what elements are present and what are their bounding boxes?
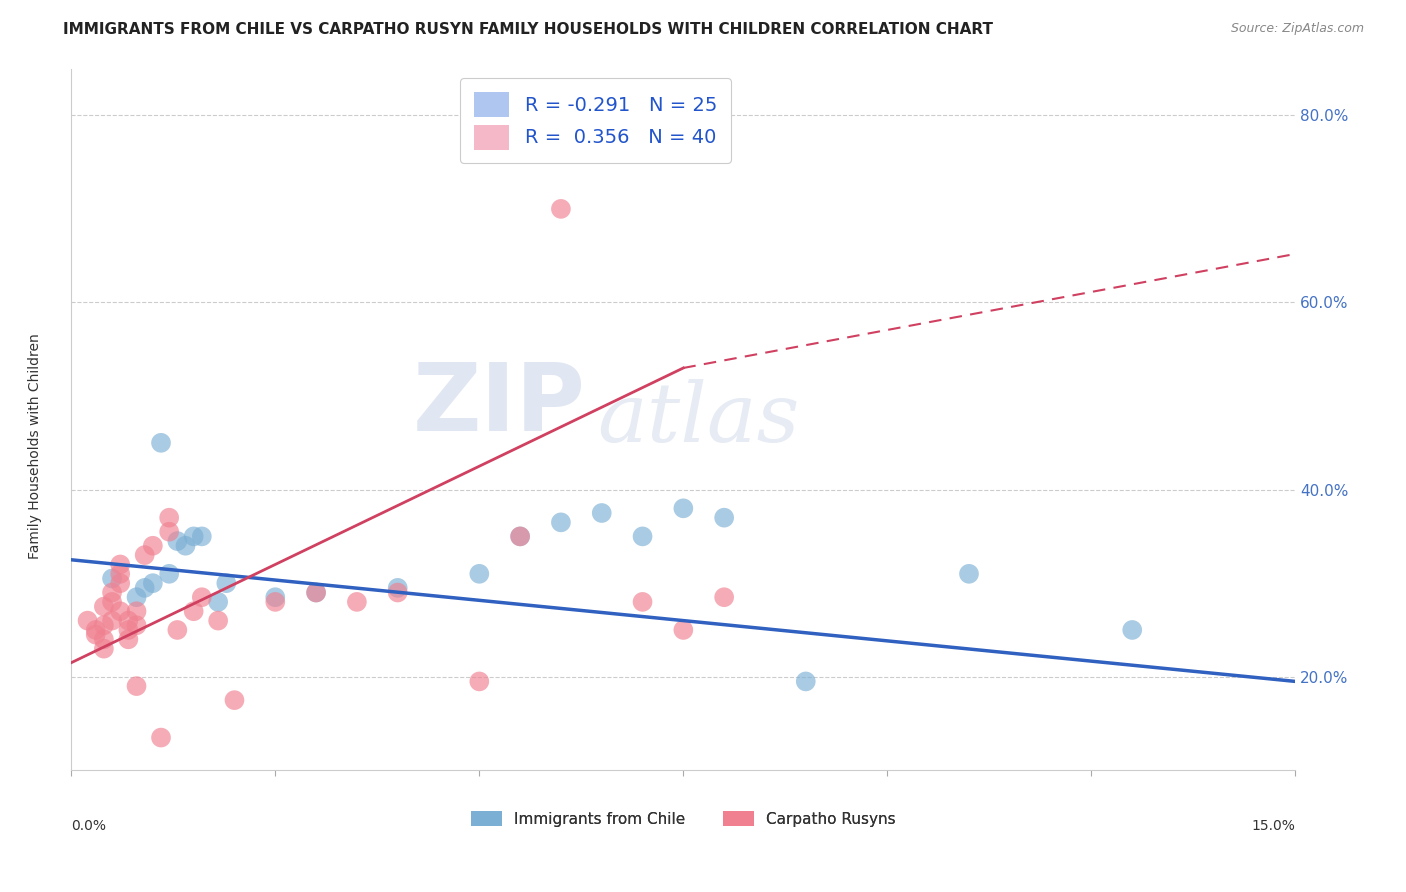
Point — [550, 202, 572, 216]
Point — [468, 674, 491, 689]
Point — [134, 581, 156, 595]
Point — [157, 524, 180, 539]
Point — [108, 558, 131, 572]
Point — [387, 585, 409, 599]
Text: ZIP: ZIP — [412, 359, 585, 451]
Point — [142, 539, 165, 553]
Point — [157, 566, 180, 581]
Point — [305, 585, 328, 599]
Point — [117, 632, 139, 647]
Point — [591, 506, 613, 520]
Point — [215, 576, 238, 591]
Point — [157, 510, 180, 524]
Point — [142, 576, 165, 591]
Point — [672, 501, 695, 516]
Point — [509, 529, 531, 543]
Point — [93, 618, 115, 632]
Point — [125, 591, 148, 605]
Point — [264, 595, 287, 609]
Point — [1121, 623, 1143, 637]
Point — [305, 585, 328, 599]
Point — [631, 529, 654, 543]
Point — [509, 529, 531, 543]
Point — [631, 595, 654, 609]
Text: Family Households with Children: Family Households with Children — [28, 333, 42, 559]
Text: IMMIGRANTS FROM CHILE VS CARPATHO RUSYN FAMILY HOUSEHOLDS WITH CHILDREN CORRELAT: IMMIGRANTS FROM CHILE VS CARPATHO RUSYN … — [63, 22, 993, 37]
Point — [183, 604, 205, 618]
Text: 0.0%: 0.0% — [72, 820, 107, 833]
Point — [207, 614, 229, 628]
Point — [134, 548, 156, 562]
Point — [174, 539, 197, 553]
Point — [713, 591, 735, 605]
Point — [794, 674, 817, 689]
Point — [191, 529, 214, 543]
Point — [957, 566, 980, 581]
Text: 15.0%: 15.0% — [1251, 820, 1295, 833]
Point — [125, 604, 148, 618]
Point — [101, 614, 124, 628]
Point — [207, 595, 229, 609]
Point — [93, 599, 115, 614]
Point — [468, 566, 491, 581]
Point — [108, 566, 131, 581]
Point — [76, 614, 98, 628]
Point — [108, 604, 131, 618]
Text: Source: ZipAtlas.com: Source: ZipAtlas.com — [1230, 22, 1364, 36]
Legend: Immigrants from Chile, Carpatho Rusyns: Immigrants from Chile, Carpatho Rusyns — [465, 805, 901, 833]
Point — [387, 581, 409, 595]
Point — [550, 516, 572, 530]
Point — [125, 618, 148, 632]
Point — [101, 585, 124, 599]
Point — [117, 614, 139, 628]
Point — [224, 693, 246, 707]
Point — [672, 623, 695, 637]
Point — [713, 510, 735, 524]
Point — [183, 529, 205, 543]
Point — [125, 679, 148, 693]
Point — [108, 576, 131, 591]
Text: atlas: atlas — [598, 379, 800, 459]
Point — [166, 623, 188, 637]
Point — [84, 627, 107, 641]
Point — [191, 591, 214, 605]
Point — [93, 641, 115, 656]
Point — [93, 632, 115, 647]
Point — [150, 435, 173, 450]
Point — [101, 595, 124, 609]
Point — [101, 572, 124, 586]
Point — [346, 595, 368, 609]
Point — [84, 623, 107, 637]
Point — [166, 534, 188, 549]
Point — [264, 591, 287, 605]
Point — [150, 731, 173, 745]
Point — [117, 623, 139, 637]
